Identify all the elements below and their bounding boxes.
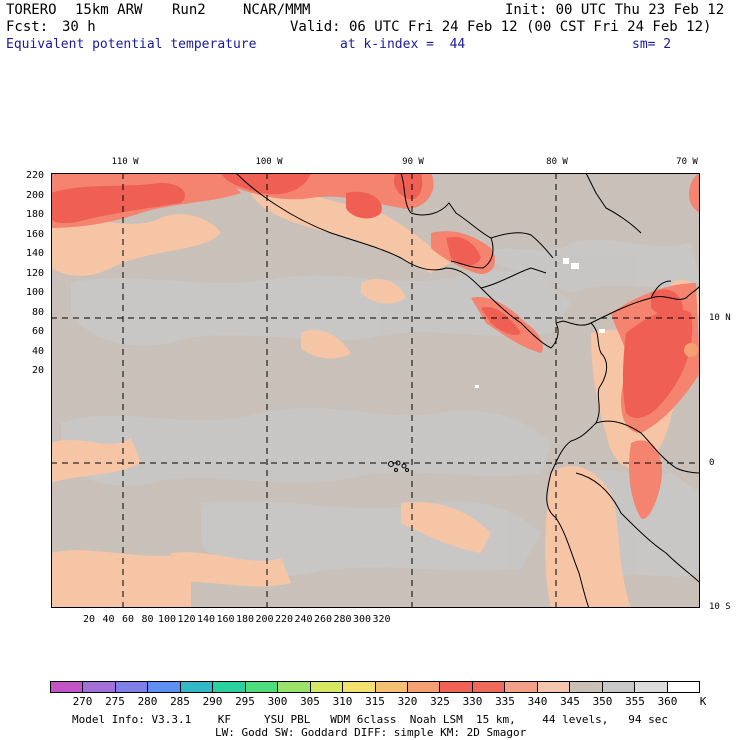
k-index: at k-index = 44 <box>340 37 466 52</box>
colorbar-swatch <box>440 682 473 692</box>
lat-label-10s: 10 S <box>709 602 731 612</box>
y-tick-label: 200 <box>25 189 44 201</box>
colorbar-swatch <box>245 682 279 692</box>
theta-e-map <box>51 173 700 608</box>
model-info: Model Info: V3.3.1 KF YSU PBL WDM 6class… <box>72 713 669 726</box>
white-specks <box>475 258 605 388</box>
lon-label-90w: 90 W <box>402 157 424 167</box>
field-name: Equivalent potential temperature <box>6 37 257 52</box>
colorbar-swatch <box>278 682 311 692</box>
lon-label-70w: 70 W <box>676 157 698 167</box>
x-tick-label: 100 <box>157 614 177 625</box>
colorbar-label: 350 <box>592 695 613 708</box>
lon-label-110w: 110 W <box>111 157 139 167</box>
forecast-value: 30 h <box>62 19 96 35</box>
colorbar-label: 335 <box>495 695 515 708</box>
colorbar-label: 270 <box>72 695 93 708</box>
hottest-regions <box>51 173 698 418</box>
warm-regions <box>51 190 700 608</box>
x-tick-label: 320 <box>372 614 391 625</box>
colorbar-swatch <box>310 682 344 692</box>
x-tick-label: 180 <box>235 614 255 625</box>
ocean-gray-regions <box>61 240 700 578</box>
model-resolution: 15km ARW <box>75 2 143 18</box>
colorbar-swatch <box>472 682 506 692</box>
galapagos-islands <box>388 460 409 472</box>
valid-time: Valid: 06 UTC Fri 24 Feb 12 (00 CST Fri … <box>290 19 712 35</box>
colorbar-swatch <box>343 682 376 692</box>
colorbar-label: 290 <box>202 695 223 708</box>
colorbar-label: 345 <box>560 695 580 708</box>
x-tick-label: 300 <box>352 614 372 625</box>
colorbar-swatch <box>375 682 408 692</box>
colorbar-swatch <box>148 682 181 692</box>
y-tick-label: 120 <box>25 267 44 279</box>
y-tick-label: 180 <box>25 209 44 220</box>
y-tick-label: 80 <box>31 306 44 318</box>
colorbar-label: 330 <box>462 695 483 708</box>
colorbar-swatch <box>667 682 700 692</box>
y-tick-label: 20 <box>31 365 44 376</box>
x-tick-label: 140 <box>196 614 216 625</box>
y-tick-label: 60 <box>31 326 44 337</box>
x-tick-label: 280 <box>333 614 352 625</box>
colorbar-label: 360 <box>657 695 678 708</box>
colorbar-label: 315 <box>365 695 385 708</box>
colorbar-swatch <box>83 682 116 692</box>
x-tick-label: 260 <box>313 614 333 625</box>
x-tick-label: 20 <box>82 614 96 625</box>
lat-label-0: 0 <box>709 458 715 468</box>
x-tick-label: 220 <box>274 614 294 625</box>
graticule <box>51 173 700 608</box>
colorbar-swatch <box>213 682 246 692</box>
y-tick-label: 140 <box>25 248 44 259</box>
coastlines <box>235 173 700 608</box>
x-tick-label: 120 <box>177 614 196 625</box>
init-time: Init: 00 UTC Thu 23 Feb 12 <box>505 2 725 18</box>
colorbar-label: 300 <box>267 695 288 708</box>
run-label: Run2 <box>172 2 206 18</box>
y-tick-label: 220 <box>25 170 44 181</box>
lat-label-10n: 10 N <box>709 313 731 323</box>
colorbar-label: 275 <box>105 695 125 708</box>
colorbar-label: 355 <box>625 695 645 708</box>
physics-info: LW: Godd SW: Goddard DIFF: simple KM: 2D… <box>215 726 527 739</box>
x-tick-label: 160 <box>216 614 235 625</box>
y-tick-label: 40 <box>31 345 44 357</box>
lon-label-100w: 100 W <box>255 157 283 167</box>
colorbar-swatch <box>602 682 636 692</box>
colorbar-swatch <box>180 682 214 692</box>
colorbar-swatch <box>51 682 84 692</box>
colorbar-label: 340 <box>527 695 548 708</box>
x-tick-label: 240 <box>294 614 313 625</box>
colorbar <box>50 681 700 693</box>
colorbar-swatch <box>115 682 149 692</box>
colorbar-swatch <box>537 682 571 692</box>
model-name: TORERO <box>6 2 57 18</box>
colorbar-label: 325 <box>430 695 450 708</box>
colorbar-swatch <box>407 682 441 692</box>
colorbar-label: 320 <box>397 695 418 708</box>
colorbar-units: K <box>699 695 707 708</box>
colorbar-swatch <box>505 682 538 692</box>
y-tick-label: 160 <box>25 228 44 240</box>
colorbar-swatch <box>570 682 603 692</box>
colorbar-swatch <box>635 682 668 692</box>
y-tick-label: 100 <box>25 287 44 298</box>
colorbar-label: 280 <box>137 695 158 708</box>
x-tick-label: 200 <box>255 614 274 625</box>
lon-label-80w: 80 W <box>546 157 568 167</box>
x-tick-label: 40 <box>102 614 115 625</box>
organization: NCAR/MMM <box>243 2 311 18</box>
colorbar-label: 295 <box>235 695 255 708</box>
forecast-label: Fcst: <box>6 19 49 35</box>
colorbar-label: 305 <box>300 695 320 708</box>
colorbar-label: 310 <box>332 695 353 708</box>
colorbar-label: 285 <box>170 695 190 708</box>
smoothing: sm= 2 <box>632 37 672 52</box>
x-tick-label: 80 <box>141 614 154 625</box>
x-tick-label: 60 <box>121 614 135 625</box>
